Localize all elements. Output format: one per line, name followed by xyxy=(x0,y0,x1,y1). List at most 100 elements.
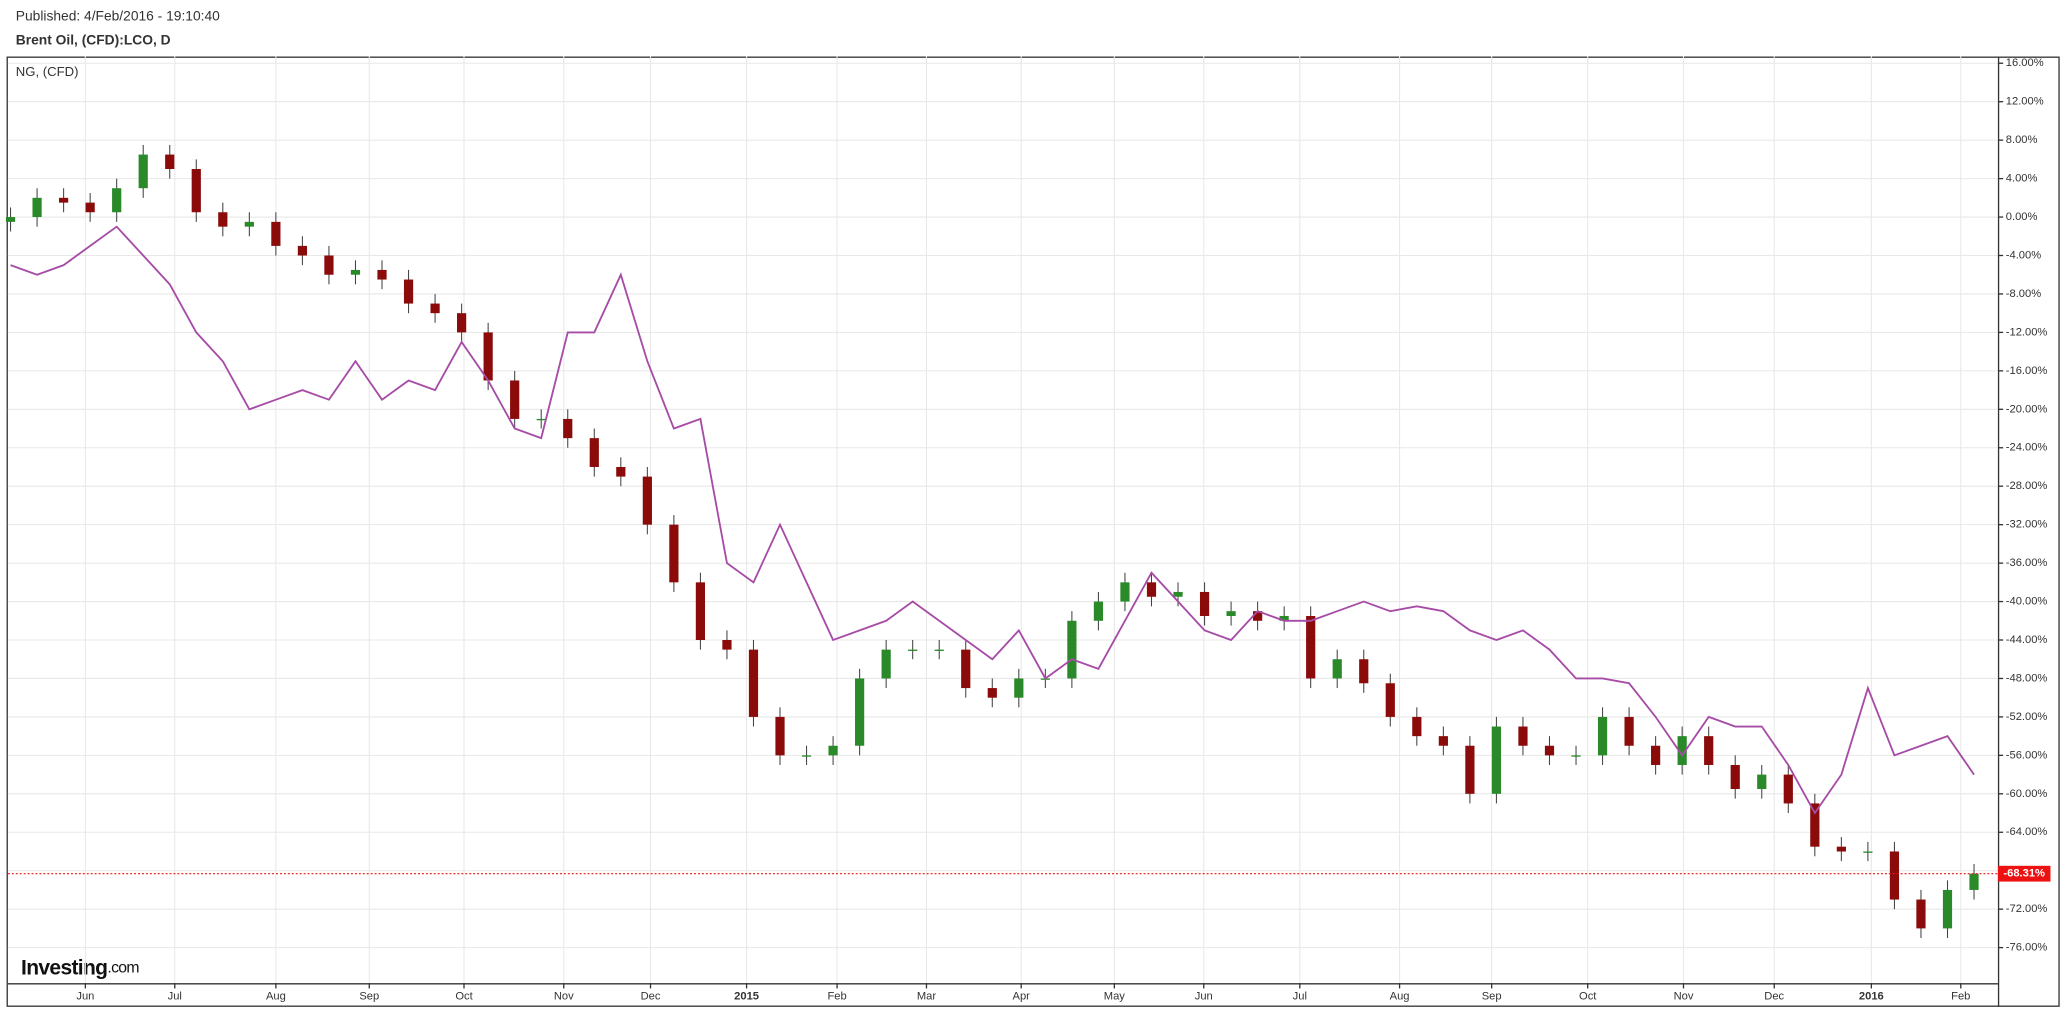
candle-body xyxy=(112,188,122,213)
candle-body xyxy=(1332,659,1342,679)
candle-body xyxy=(1306,615,1316,679)
candle-body xyxy=(536,418,546,421)
candle-body xyxy=(828,745,838,756)
y-tick-label: -44.00% xyxy=(2006,634,2048,646)
candle-body xyxy=(934,649,944,651)
y-tick-label: -24.00% xyxy=(2006,442,2048,454)
candle-body xyxy=(1783,774,1793,804)
candle-body xyxy=(775,716,785,756)
x-tick-label: Dec xyxy=(1764,990,1784,1002)
x-tick-label: Nov xyxy=(554,990,574,1002)
candle-body xyxy=(908,649,918,651)
candle-body xyxy=(1942,889,1953,929)
candle-body xyxy=(59,197,69,203)
x-tick-label: Oct xyxy=(455,990,473,1002)
candle-body xyxy=(165,154,175,169)
candle-body xyxy=(1173,591,1183,597)
candle-body xyxy=(1889,851,1900,900)
candle-body xyxy=(324,255,334,275)
current-value-label: -68.31% xyxy=(2003,868,2045,880)
candle-body xyxy=(350,269,361,275)
candle-body xyxy=(377,269,387,280)
candle-body xyxy=(589,438,599,467)
chart-title: Brent Oil, (CFD):LCO, D xyxy=(16,32,171,47)
y-tick-label: -32.00% xyxy=(2006,519,2048,531)
logo-main: Investing xyxy=(21,956,107,979)
candle-body xyxy=(191,168,201,213)
candle-body xyxy=(271,221,281,246)
candle-body xyxy=(669,524,679,583)
candle-body xyxy=(1730,764,1740,790)
candle-body xyxy=(1810,803,1820,847)
candle-body xyxy=(1014,678,1024,698)
y-tick-label: -36.00% xyxy=(2006,557,2048,569)
y-tick-label: -52.00% xyxy=(2006,711,2048,723)
y-tick-label: -12.00% xyxy=(2006,326,2048,338)
x-tick-label: Apr xyxy=(1013,990,1031,1002)
x-tick-label: Dec xyxy=(641,990,661,1002)
candle-body xyxy=(1916,899,1926,929)
candle-body xyxy=(1863,851,1873,853)
candle-body xyxy=(1677,736,1687,765)
candle-body xyxy=(1093,601,1104,621)
candle-body xyxy=(1836,846,1846,852)
candle-body xyxy=(32,197,42,218)
candle-body xyxy=(1067,620,1077,679)
y-tick-label: -56.00% xyxy=(2006,749,2048,761)
candle-body xyxy=(1465,745,1475,794)
candle-body xyxy=(1412,716,1422,737)
candle-body xyxy=(1757,774,1767,790)
x-tick-label: Jun xyxy=(1195,990,1213,1002)
candle-body xyxy=(1651,745,1661,765)
candle-body xyxy=(1624,716,1634,746)
x-tick-label: Aug xyxy=(1390,990,1410,1002)
candle-body xyxy=(1544,745,1555,756)
y-tick-label: -64.00% xyxy=(2006,826,2048,838)
candle-body xyxy=(244,221,254,227)
chart-frame xyxy=(6,56,2060,1007)
y-tick-label: -60.00% xyxy=(2006,788,2048,800)
candle-body xyxy=(748,649,759,717)
logo: Investing.com xyxy=(21,956,139,979)
candle-body xyxy=(1571,755,1581,757)
candle-body xyxy=(1146,582,1157,597)
logo-suffix: .com xyxy=(107,960,139,977)
y-tick-label: 12.00% xyxy=(2006,96,2044,108)
candle-body xyxy=(1226,611,1236,616)
y-tick-label: 4.00% xyxy=(2006,173,2038,185)
y-tick-label: -48.00% xyxy=(2006,672,2048,684)
candle-body xyxy=(430,303,440,314)
line-series xyxy=(10,225,1975,815)
candle-body xyxy=(987,688,997,698)
x-tick-label: Mar xyxy=(917,990,936,1002)
candle-body xyxy=(1253,611,1263,621)
candle-body xyxy=(403,279,414,304)
x-tick-label: 2016 xyxy=(1859,990,1884,1002)
y-tick-label: -28.00% xyxy=(2006,480,2048,492)
candle-body xyxy=(722,640,732,650)
candle-body xyxy=(1199,591,1210,616)
candle-body xyxy=(457,313,467,333)
y-tick-label: -72.00% xyxy=(2006,903,2048,915)
y-tick-label: -8.00% xyxy=(2006,288,2041,300)
candle-body xyxy=(855,678,865,746)
x-tick-label: Oct xyxy=(1579,990,1597,1002)
candle-body xyxy=(1120,582,1130,602)
candle-body xyxy=(483,332,493,381)
x-tick-label: Sep xyxy=(359,990,379,1002)
x-tick-label: Jul xyxy=(168,990,182,1002)
x-tick-label: Jun xyxy=(76,990,94,1002)
current-value-tag xyxy=(1997,865,2051,882)
y-tick-label: -40.00% xyxy=(2006,596,2048,608)
candle-body xyxy=(5,217,16,222)
y-tick-label: -20.00% xyxy=(2006,403,2048,415)
candle-body xyxy=(961,649,971,689)
y-tick-label: -16.00% xyxy=(2006,365,2048,377)
candle-body xyxy=(1385,683,1395,717)
candle-body xyxy=(801,755,812,757)
candle-body xyxy=(1597,716,1608,756)
x-tick-label: Feb xyxy=(1951,990,1970,1002)
candle-body xyxy=(85,202,95,213)
